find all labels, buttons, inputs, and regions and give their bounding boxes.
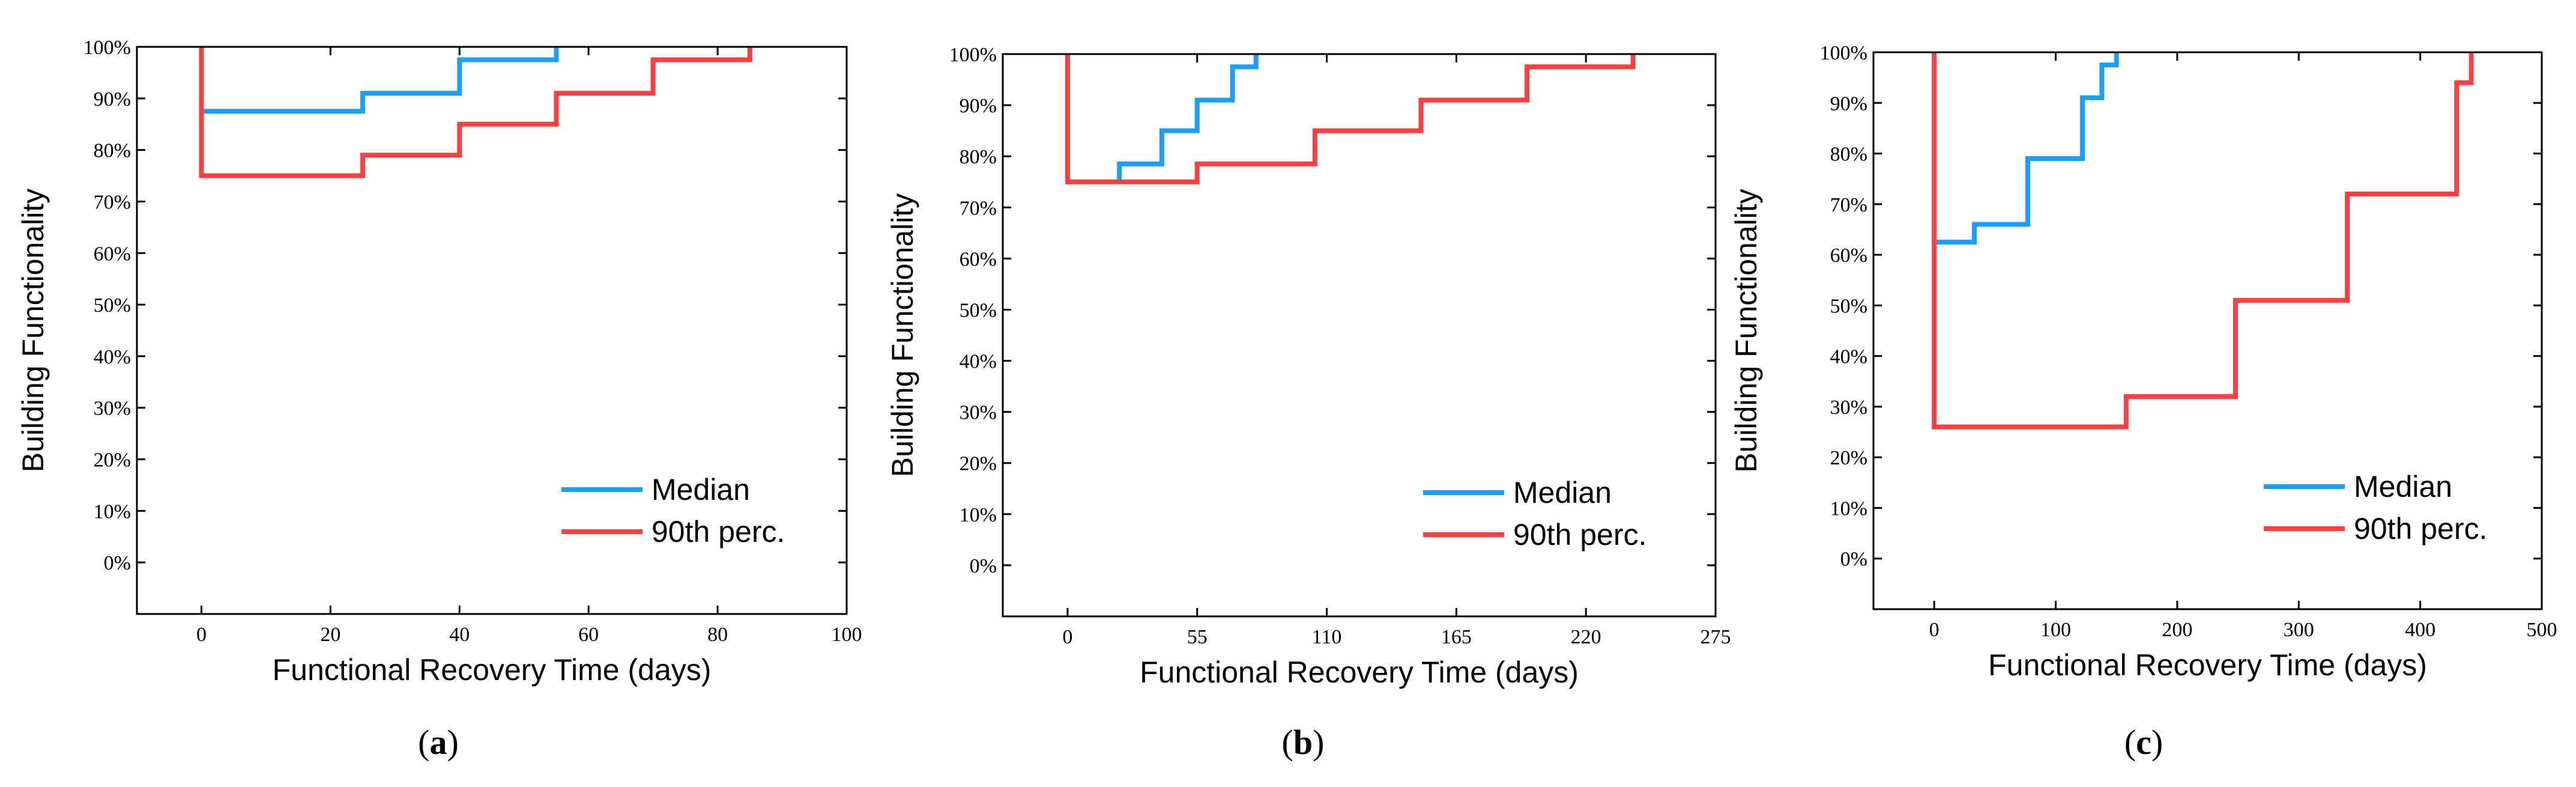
- y-tick-label: 90%: [960, 95, 997, 117]
- legend-label: 90th perc.: [652, 515, 785, 548]
- x-tick-label: 0: [1062, 626, 1072, 648]
- x-tick-label: 200: [2162, 619, 2192, 641]
- panel-caption: (b): [1282, 723, 1325, 762]
- y-tick-label: 20%: [94, 449, 131, 472]
- y-tick-label: 10%: [960, 504, 997, 526]
- x-tick-label: 40: [449, 624, 470, 646]
- y-tick-label: 70%: [960, 197, 997, 219]
- x-tick-label: 0: [1929, 619, 1940, 641]
- panel-caption: (c): [2124, 723, 2163, 762]
- y-tick-label: 100%: [83, 37, 131, 59]
- y-tick-label: 40%: [94, 346, 131, 368]
- y-tick-label: 90%: [94, 88, 131, 111]
- y-tick-label: 30%: [94, 398, 131, 420]
- plot-frame: [1872, 51, 2543, 610]
- y-tick-label: 80%: [960, 146, 997, 168]
- y-axis-label: Building Functionality: [886, 193, 919, 478]
- x-tick-label: 300: [2284, 619, 2314, 641]
- y-tick-label: 70%: [94, 191, 131, 213]
- y-tick-label: 60%: [960, 248, 997, 270]
- x-tick-label: 55: [1187, 626, 1208, 648]
- plot-frame: [136, 46, 848, 615]
- y-tick-label: 50%: [1830, 295, 1867, 317]
- legend-label: Median: [652, 473, 750, 506]
- y-tick-label: 30%: [1830, 397, 1867, 419]
- panel-caption: (a): [418, 723, 459, 762]
- legend-label: 90th perc.: [2354, 512, 2487, 545]
- x-tick-label: 100: [832, 624, 862, 646]
- x-tick-label: 165: [1441, 626, 1472, 648]
- x-tick-label: 100: [2040, 619, 2071, 641]
- y-tick-label: 60%: [1830, 245, 1867, 267]
- x-axis-label: Functional Recovery Time (days): [1140, 655, 1579, 689]
- series-line-90th-perc: [1065, 54, 1636, 184]
- y-tick-label: 100%: [949, 44, 997, 66]
- y-tick-label: 100%: [1820, 42, 1867, 64]
- y-tick-label: 20%: [1830, 447, 1867, 469]
- chart-panel-c: 0% 10% 20% 30% 40% 50% 60% 70% 80% 90% 100% 0 100 200…: [1729, 42, 2557, 762]
- y-tick-label: 20%: [960, 453, 997, 475]
- y-tick-label: 40%: [960, 351, 997, 373]
- y-tick-label: 0%: [1840, 548, 1867, 571]
- chart-panel-a: 0% 10% 20% 30% 40% 50% 60% 70% 80% 90% 100% 0 20 40 60…: [16, 37, 862, 762]
- x-tick-label: 400: [2405, 619, 2435, 641]
- legend-label: Median: [2354, 470, 2452, 503]
- y-tick-label: 30%: [960, 402, 997, 424]
- x-tick-label: 60: [578, 624, 599, 646]
- legend-label: 90th perc.: [1513, 518, 1646, 552]
- y-tick-label: 70%: [1830, 194, 1867, 216]
- series-line-90th-perc: [199, 47, 752, 178]
- x-tick-label: 20: [320, 624, 340, 646]
- y-tick-label: 80%: [1830, 144, 1867, 166]
- series-line-median: [1117, 54, 1259, 182]
- y-tick-label: 0%: [104, 552, 131, 574]
- x-axis-label: Functional Recovery Time (days): [273, 653, 712, 687]
- x-axis-label: Functional Recovery Time (days): [1988, 648, 2427, 682]
- chart-panel-b: 0% 10% 20% 30% 40% 50% 60% 70% 80% 90% 100% 0 55 110 1…: [886, 44, 1731, 762]
- y-tick-label: 80%: [94, 140, 131, 162]
- y-tick-label: 10%: [94, 500, 131, 523]
- x-tick-label: 220: [1571, 626, 1601, 648]
- series-line-median: [1932, 52, 2119, 245]
- y-tick-label: 50%: [94, 294, 131, 317]
- y-axis-label: Building Functionality: [16, 189, 50, 473]
- series-line-median: [199, 47, 559, 114]
- y-tick-label: 0%: [970, 555, 997, 577]
- x-tick-label: 0: [196, 624, 207, 646]
- plot-frame: [1002, 53, 1717, 618]
- x-tick-label: 275: [1701, 626, 1731, 648]
- x-tick-label: 500: [2527, 619, 2557, 641]
- y-axis-label: Building Functionality: [1729, 189, 1763, 473]
- x-tick-label: 80: [707, 624, 728, 646]
- y-tick-label: 10%: [1830, 497, 1867, 520]
- y-tick-label: 60%: [94, 243, 131, 265]
- y-tick-label: 90%: [1830, 93, 1867, 115]
- x-tick-label: 110: [1312, 626, 1342, 648]
- legend-label: Median: [1513, 476, 1612, 509]
- series-line-90th-perc: [1932, 52, 2474, 430]
- y-tick-label: 50%: [960, 299, 997, 321]
- y-tick-label: 40%: [1830, 346, 1867, 368]
